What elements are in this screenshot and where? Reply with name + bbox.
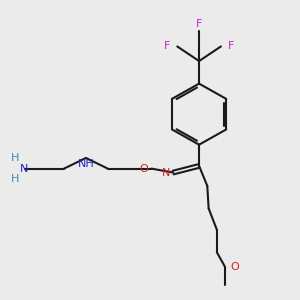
Text: F: F: [228, 41, 234, 52]
Text: N: N: [161, 168, 170, 178]
Text: O: O: [230, 262, 239, 272]
Text: H: H: [11, 153, 19, 163]
Text: O: O: [139, 164, 148, 174]
Text: F: F: [164, 41, 170, 52]
Text: NH: NH: [77, 159, 94, 169]
Text: F: F: [196, 19, 202, 29]
Text: N: N: [20, 164, 29, 174]
Text: H: H: [11, 174, 19, 184]
